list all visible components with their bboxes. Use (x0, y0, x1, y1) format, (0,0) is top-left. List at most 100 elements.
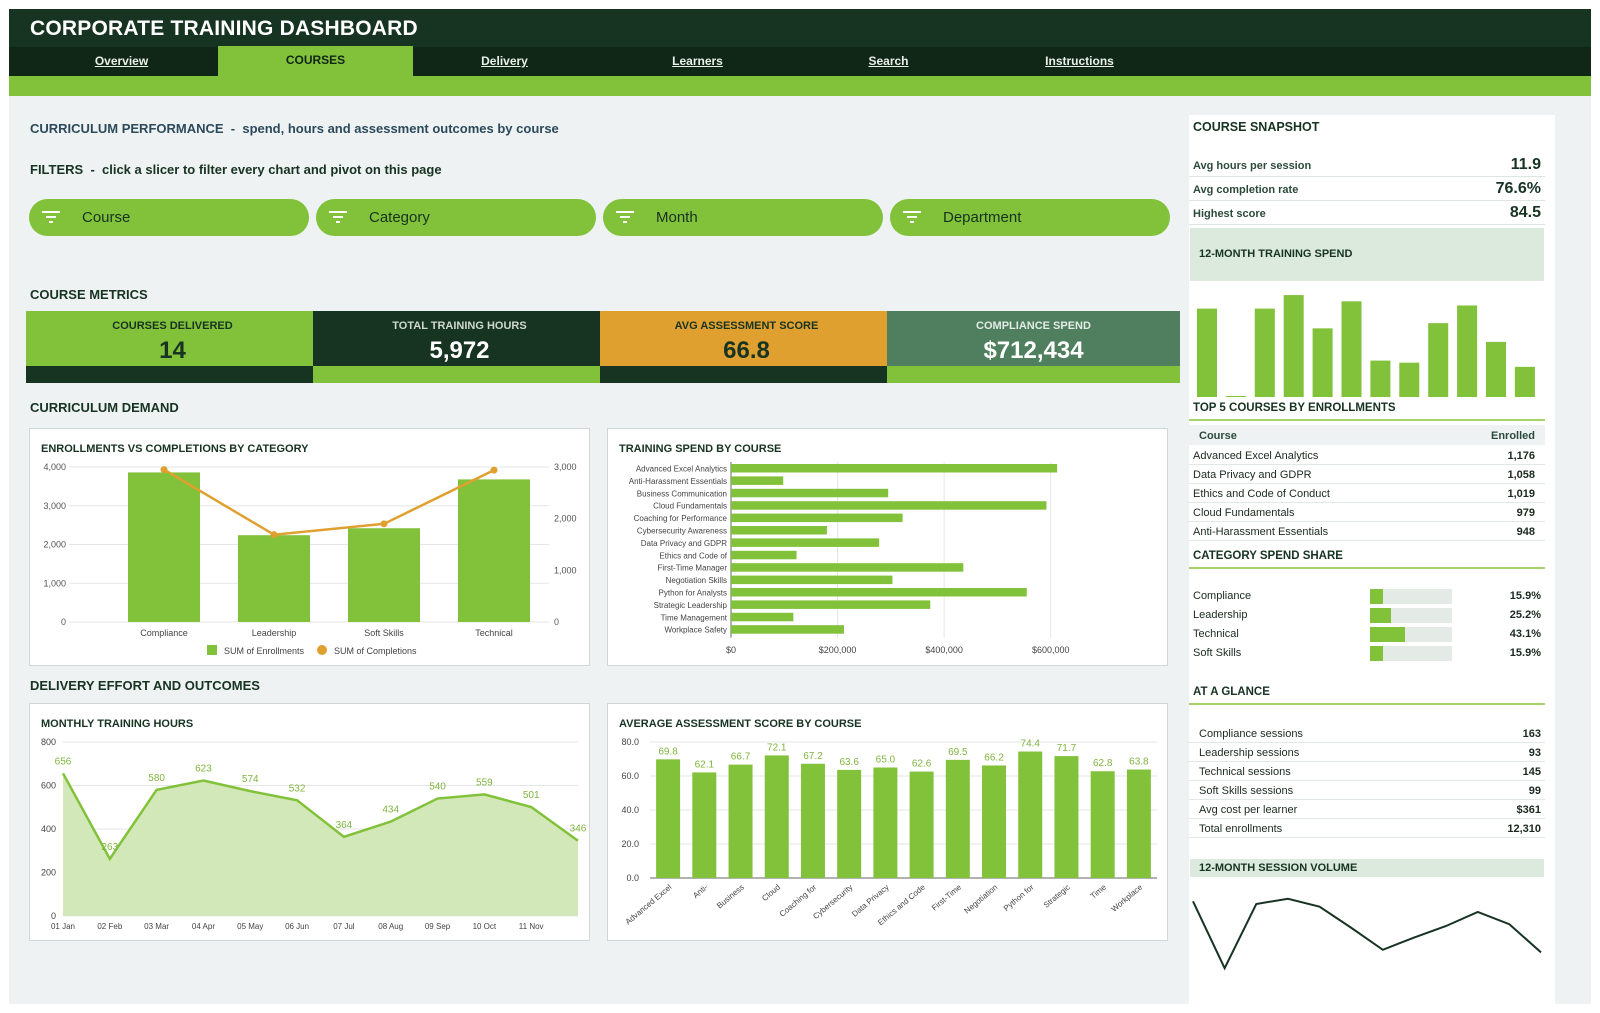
y-tick-label: 1,000 (43, 578, 66, 588)
y-tick-label: First-Time Manager (658, 564, 728, 573)
y-tick-label: Advanced Excel Analytics (636, 465, 727, 474)
slicer-category[interactable]: Category (316, 199, 596, 236)
bar-monthly-spend (1312, 328, 1333, 397)
x-tick-label: 11 Nov (519, 922, 544, 931)
tab-search[interactable]: Search (868, 54, 909, 68)
bar-monthly-spend (1514, 366, 1535, 397)
bar-monthly-spend (1283, 295, 1304, 397)
tab-instructions[interactable]: Instructions (1045, 54, 1114, 68)
point-completions (160, 466, 168, 474)
glance-row: Avg cost per learner $361 (1189, 800, 1545, 819)
snapshot-value: 11.9 (1510, 156, 1541, 173)
glance-label: Technical sessions (1199, 766, 1291, 778)
glance-value: 145 (1522, 766, 1541, 778)
x-tick-label: Negotiation (963, 883, 1000, 916)
y-tick-label: 80.0 (621, 737, 639, 747)
data-label: 656 (55, 756, 72, 767)
share-row: Compliance 15.9% (1189, 587, 1545, 606)
x-tick-label: Compliance (140, 628, 188, 638)
tab-learners[interactable]: Learners (672, 54, 723, 68)
monthly-spend-chart (1197, 295, 1535, 397)
divider (1189, 567, 1545, 569)
bar-score (1090, 771, 1115, 878)
tab-delivery[interactable]: Delivery (481, 54, 528, 68)
x-tick-label: Workplace (1110, 882, 1145, 913)
data-label: 574 (242, 774, 259, 785)
top5-row: Anti-Harassment Essentials 948 (1189, 522, 1545, 541)
kpi-courses-delivered: COURSES DELIVERED 14 (26, 311, 319, 383)
slicer-department[interactable]: Department (890, 199, 1170, 236)
top5-title: TOP 5 COURSES BY ENROLLMENTS (1193, 402, 1396, 414)
glance-row: Total enrollments 12,310 (1189, 819, 1545, 838)
y-tick-label: Cybersecurity Awareness (637, 527, 727, 536)
filter-icon (329, 211, 347, 223)
share-label: Compliance (1193, 590, 1252, 602)
x-tick-label: 01 Jan (51, 922, 75, 931)
share-value: 25.2% (1509, 609, 1541, 621)
y-tick-label: Strategic Leadership (654, 601, 728, 610)
snapshot-title: COURSE SNAPSHOT (1193, 120, 1320, 134)
bar-score (692, 772, 717, 878)
top5-course: Cloud Fundamentals (1193, 507, 1295, 519)
tab-overview[interactable]: Overview (94, 54, 149, 68)
bar-monthly-spend (1197, 308, 1217, 397)
bar-score (728, 764, 753, 878)
glance-value: 12,310 (1507, 823, 1541, 835)
kpi-title: COMPLIANCE SPEND (976, 320, 1091, 332)
top5-course: Ethics and Code of Conduct (1193, 488, 1330, 500)
data-label: 69.8 (658, 746, 678, 757)
chart-enrollments-completions: ENROLLMENTS VS COMPLETIONS BY CATEGORY 0… (29, 428, 590, 666)
header-bar: CORPORATE TRAINING DASHBOARD (9, 9, 1591, 47)
y-tick-label: 400 (41, 824, 56, 834)
x-tick-label: Anti- (691, 882, 710, 900)
filters-title: FILTERS (30, 162, 84, 177)
x-tick-label: 04 Apr (192, 922, 215, 931)
top5-course: Anti-Harassment Essentials (1193, 526, 1329, 538)
nav-tabs: Overview COURSES Delivery Learners Searc… (9, 46, 1591, 77)
point-completions (490, 466, 498, 474)
share-bar-track (1370, 589, 1452, 604)
kpi-value: 66.8 (723, 337, 770, 364)
slicer-month[interactable]: Month (603, 199, 883, 236)
kpi-value: $712,434 (983, 337, 1084, 364)
y2-tick-label: 3,000 (554, 462, 577, 472)
data-label: 66.7 (731, 752, 751, 763)
share-bar-fill (1370, 589, 1384, 604)
section-subtitle: spend, hours and assessment outcomes by … (242, 121, 559, 136)
snapshot-row: Avg hours per session 11.9 (1189, 153, 1545, 177)
data-label: 364 (336, 820, 353, 831)
slicer-course[interactable]: Course (29, 199, 309, 236)
legend-label: SUM of Completions (334, 646, 417, 656)
bar-spend (731, 550, 797, 560)
glance-row: Soft Skills sessions 99 (1189, 781, 1545, 800)
snapshot-value: 76.6% (1495, 180, 1541, 197)
top5-enrolled: 1,019 (1507, 488, 1535, 500)
kpi-title: COURSES DELIVERED (112, 320, 233, 332)
bar-score (945, 759, 970, 878)
glance-label: Compliance sessions (1199, 728, 1303, 740)
chart-title: AVERAGE ASSESSMENT SCORE BY COURSE (619, 718, 862, 730)
legend-swatch-completions (317, 645, 327, 655)
bar-score (1126, 769, 1151, 878)
bar-score (873, 767, 898, 878)
filter-icon (42, 211, 60, 223)
y-tick-label: Cloud Fundamentals (653, 502, 727, 511)
metrics-title: COURSE METRICS (30, 287, 148, 302)
y-tick-label: 800 (41, 737, 56, 747)
share-label: Technical (1193, 628, 1239, 640)
bar-monthly-spend (1370, 360, 1391, 397)
kpi-title: TOTAL TRAINING HOURS (392, 320, 527, 332)
x-tick-label: Leadership (252, 628, 297, 638)
kpi-value: 5,972 (429, 337, 490, 364)
section-heading: CURRICULUM PERFORMANCE - spend, hours an… (30, 121, 559, 136)
bar-score (656, 759, 681, 878)
x-tick-label: Python for (1002, 882, 1036, 913)
bar-score (764, 755, 789, 878)
glance-value: 163 (1522, 728, 1541, 740)
bar-monthly-spend (1225, 395, 1246, 397)
tab-courses[interactable]: COURSES (218, 46, 413, 77)
y-tick-label: 60.0 (621, 771, 639, 781)
y2-tick-label: 2,000 (554, 514, 577, 524)
bar-enrollments (458, 479, 530, 622)
share-value: 43.1% (1509, 628, 1541, 640)
